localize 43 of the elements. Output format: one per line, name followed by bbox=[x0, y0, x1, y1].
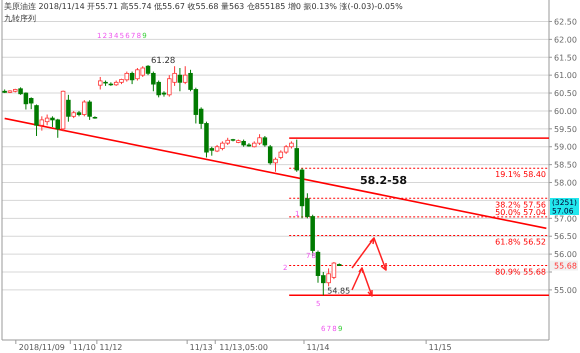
y-tick-label: 61.00 bbox=[554, 71, 577, 80]
annotation: 55.68 bbox=[554, 262, 577, 271]
candlestick bbox=[98, 76, 103, 90]
candlestick bbox=[66, 94, 71, 122]
candlestick bbox=[82, 100, 87, 117]
y-tick-label: 62.00 bbox=[554, 35, 577, 44]
ref-line-label: 50.0% 57.04 bbox=[495, 208, 546, 217]
y-tick-label: 56.00 bbox=[554, 250, 577, 260]
x-tick-label: 11/14 bbox=[306, 343, 330, 352]
candlestick bbox=[262, 136, 268, 148]
candlestick bbox=[130, 71, 134, 85]
ref-line-label: 80.9% 55.68 bbox=[495, 268, 546, 277]
y-tick-label: 57.00 bbox=[554, 214, 577, 224]
y-tick-label: 55.00 bbox=[554, 286, 577, 295]
candlestick bbox=[268, 144, 272, 166]
chart-title: 美原油连 2018/11/14 开55.71 高55.74 低55.67 收55.68 量563 仓855185 增0 振0.13% 涨(-0.03)-0.05% bbox=[4, 2, 404, 11]
ref-line-label: 19.1% 58.40 bbox=[495, 170, 546, 180]
y-tick-label: 59.50 bbox=[554, 124, 577, 134]
ref-line-label: 38.2% 57.56 bbox=[495, 200, 546, 210]
x-tick-label: 11/10 bbox=[72, 343, 96, 352]
ref-line-label: 61.8% 56.52 bbox=[495, 237, 546, 246]
x-tick-label: 11/13 bbox=[190, 343, 213, 352]
y-tick-label: 58.50 bbox=[554, 160, 577, 170]
annotation: 58.2-58 bbox=[360, 174, 408, 187]
x-tick-label: 11/15 bbox=[428, 343, 452, 352]
y-tick-label: 59.00 bbox=[554, 142, 577, 152]
candlestick bbox=[87, 100, 92, 120]
candlestick bbox=[178, 68, 182, 92]
x-tick-label: 11/13,05:00 bbox=[219, 343, 268, 352]
annotation: 54.85 bbox=[327, 286, 350, 296]
candlestick bbox=[182, 66, 188, 85]
y-tick-label: 61.50 bbox=[554, 53, 577, 62]
y-tick-label: 60.50 bbox=[554, 89, 577, 98]
y-tick-label: 62.50 bbox=[554, 17, 577, 26]
y-tick-label: 58.00 bbox=[554, 178, 577, 188]
x-tick-label: 2018/11/09 bbox=[18, 343, 65, 352]
x-tick-label: 11/12 bbox=[99, 343, 122, 352]
candlestick bbox=[273, 156, 278, 172]
y-tick-label: 56.50 bbox=[554, 232, 577, 242]
y-tick-label: 60.00 bbox=[554, 106, 577, 116]
candlestick bbox=[34, 104, 39, 136]
text: 九转序列 bbox=[4, 14, 36, 23]
annotation: 61.28 bbox=[151, 56, 176, 66]
